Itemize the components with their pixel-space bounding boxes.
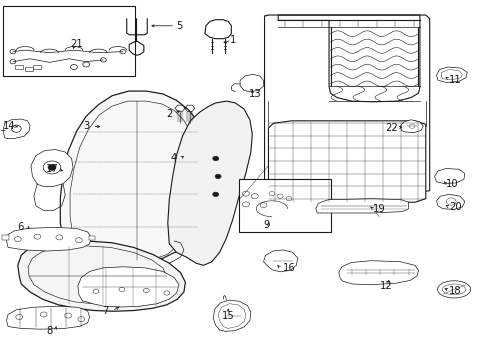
- Bar: [3, 6, 135, 76]
- Text: 21: 21: [70, 39, 83, 49]
- Polygon shape: [264, 250, 298, 272]
- Ellipse shape: [438, 281, 471, 298]
- Text: 22: 22: [385, 123, 398, 133]
- Text: 13: 13: [248, 89, 261, 99]
- Bar: [33, 64, 41, 69]
- Polygon shape: [240, 74, 264, 92]
- Text: 6: 6: [17, 222, 24, 231]
- Text: 16: 16: [283, 263, 295, 273]
- Polygon shape: [316, 199, 409, 213]
- Polygon shape: [339, 261, 418, 285]
- Polygon shape: [60, 91, 211, 262]
- Polygon shape: [437, 194, 465, 210]
- Polygon shape: [213, 300, 251, 331]
- Text: 11: 11: [449, 75, 462, 85]
- Bar: [1, 235, 8, 239]
- Circle shape: [215, 174, 221, 179]
- Text: 3: 3: [83, 121, 89, 131]
- Text: 15: 15: [221, 311, 234, 321]
- Text: 7: 7: [102, 306, 109, 316]
- Ellipse shape: [442, 284, 466, 295]
- Text: 20: 20: [449, 202, 462, 212]
- Text: 1: 1: [230, 35, 236, 45]
- Text: 8: 8: [47, 325, 53, 336]
- Bar: [15, 64, 23, 69]
- Polygon shape: [269, 121, 426, 202]
- Polygon shape: [6, 306, 90, 329]
- Text: 5: 5: [176, 21, 182, 31]
- Circle shape: [48, 165, 56, 170]
- Polygon shape: [435, 168, 465, 184]
- Bar: [25, 67, 33, 71]
- Polygon shape: [3, 119, 30, 138]
- Polygon shape: [78, 267, 179, 307]
- Polygon shape: [437, 67, 467, 82]
- Bar: [89, 236, 96, 240]
- Polygon shape: [400, 120, 423, 133]
- Text: 9: 9: [264, 220, 270, 230]
- Text: 14: 14: [3, 121, 16, 131]
- Text: 4: 4: [171, 153, 177, 163]
- Bar: [239, 179, 331, 232]
- Polygon shape: [168, 101, 252, 265]
- Polygon shape: [31, 149, 73, 186]
- Text: 19: 19: [373, 204, 386, 214]
- Polygon shape: [6, 227, 91, 251]
- Text: 18: 18: [449, 286, 462, 296]
- Text: 2: 2: [166, 109, 172, 119]
- Circle shape: [213, 156, 219, 161]
- Polygon shape: [265, 15, 430, 205]
- Polygon shape: [18, 241, 185, 311]
- Text: 10: 10: [446, 179, 459, 189]
- Text: 12: 12: [380, 281, 393, 291]
- Text: 17: 17: [46, 164, 58, 174]
- Circle shape: [213, 192, 219, 197]
